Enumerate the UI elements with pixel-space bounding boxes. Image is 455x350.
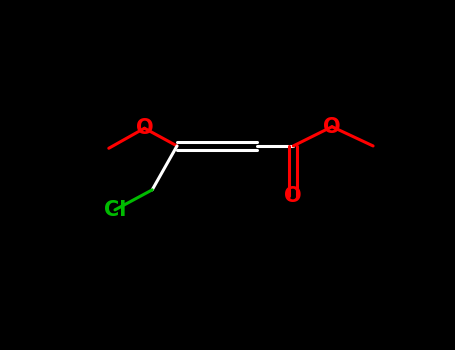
Text: Cl: Cl bbox=[104, 200, 126, 220]
Text: O: O bbox=[284, 186, 302, 206]
Text: O: O bbox=[136, 118, 153, 138]
Text: O: O bbox=[323, 117, 341, 137]
